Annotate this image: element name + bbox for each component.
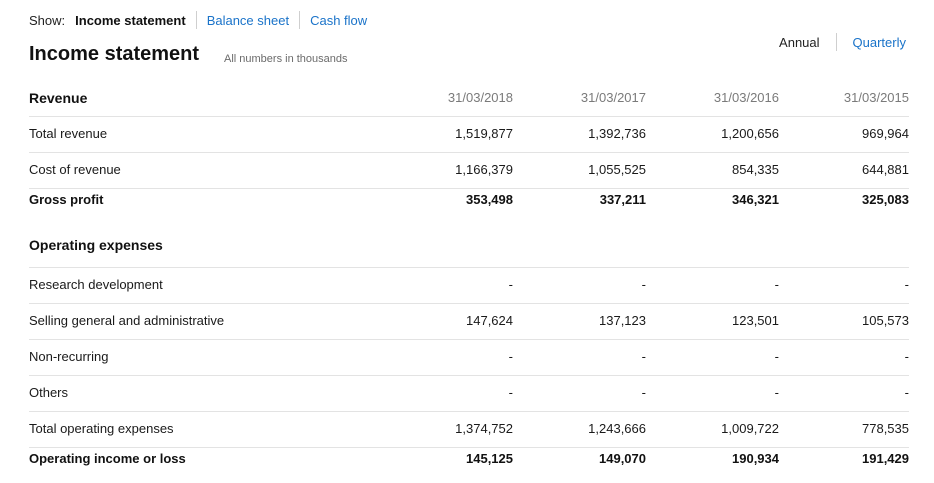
cell-value: 325,083 <box>862 192 909 207</box>
period-quarterly[interactable]: Quarterly <box>852 34 906 50</box>
cell-value: 854,335 <box>732 162 779 177</box>
tab-income-statement[interactable]: Income statement <box>75 12 186 28</box>
cell-value: - <box>508 349 513 364</box>
cell-value: - <box>774 385 779 400</box>
show-label: Show: <box>29 12 66 28</box>
row-label: Cost of revenue <box>29 162 121 177</box>
row-label: Operating income or loss <box>29 451 186 466</box>
cell-value: 1,374,752 <box>455 421 513 436</box>
cell-value: 644,881 <box>862 162 909 177</box>
row-label: Research development <box>29 277 163 292</box>
row-divider <box>29 303 909 304</box>
cell-value: 1,166,379 <box>455 162 513 177</box>
divider <box>835 33 837 51</box>
cell-value: 1,009,722 <box>721 421 779 436</box>
cell-value: 337,211 <box>599 192 646 207</box>
cell-value: 123,501 <box>732 313 779 328</box>
row-label: Others <box>29 385 69 400</box>
cell-value: - <box>774 349 779 364</box>
period-annual[interactable]: Annual <box>779 34 820 50</box>
row-divider <box>29 411 909 412</box>
cell-value: 1,392,736 <box>588 126 646 141</box>
cell-value: 147,624 <box>466 313 513 328</box>
cell-value: 190,934 <box>732 451 779 466</box>
cell-value: 145,125 <box>466 451 513 466</box>
section-heading-revenue: Revenue <box>29 90 88 106</box>
cell-value: 105,573 <box>862 313 909 328</box>
cell-value: - <box>904 349 909 364</box>
divider <box>299 11 301 29</box>
row-divider <box>29 339 909 340</box>
units-note: All numbers in thousands <box>224 53 348 65</box>
row-divider <box>29 188 909 189</box>
row-divider <box>29 152 909 153</box>
row-label: Total revenue <box>29 126 108 141</box>
cell-value: - <box>774 277 779 292</box>
cell-value: 191,429 <box>862 451 909 466</box>
row-label: Gross profit <box>29 192 104 207</box>
cell-value: - <box>641 349 646 364</box>
cell-value: - <box>641 385 646 400</box>
page-title: Income statement <box>29 43 200 65</box>
row-divider <box>29 116 909 117</box>
row-label: Non-recurring <box>29 349 109 364</box>
column-date: 31/03/2018 <box>447 90 513 105</box>
column-date: 31/03/2017 <box>580 90 646 105</box>
cell-value: 346,321 <box>732 192 779 207</box>
section-heading-operating: Operating expenses <box>29 237 163 253</box>
cell-value: 1,519,877 <box>455 126 513 141</box>
row-label: Total operating expenses <box>29 421 174 436</box>
cell-value: - <box>641 277 646 292</box>
row-divider <box>29 375 909 376</box>
row-divider <box>29 447 909 448</box>
row-label: Selling general and administrative <box>29 313 225 328</box>
cell-value: 1,055,525 <box>588 162 646 177</box>
column-date: 31/03/2016 <box>713 90 779 105</box>
column-date: 31/03/2015 <box>843 90 909 105</box>
cell-value: - <box>508 385 513 400</box>
statement-selector: Show: Income statement Balance sheet Cas… <box>29 11 377 29</box>
cell-value: - <box>904 385 909 400</box>
divider <box>195 11 197 29</box>
cell-value: 137,123 <box>599 313 646 328</box>
cell-value: - <box>508 277 513 292</box>
cell-value: 1,243,666 <box>588 421 646 436</box>
period-toggle: Annual Quarterly <box>779 33 906 51</box>
cell-value: 149,070 <box>599 451 646 466</box>
cell-value: 778,535 <box>862 421 909 436</box>
cell-value: 1,200,656 <box>721 126 779 141</box>
cell-value: 969,964 <box>862 126 909 141</box>
tab-balance-sheet[interactable]: Balance sheet <box>206 12 290 28</box>
cell-value: - <box>904 277 909 292</box>
tab-cash-flow[interactable]: Cash flow <box>310 12 368 28</box>
row-divider <box>29 267 909 268</box>
cell-value: 353,498 <box>466 192 513 207</box>
